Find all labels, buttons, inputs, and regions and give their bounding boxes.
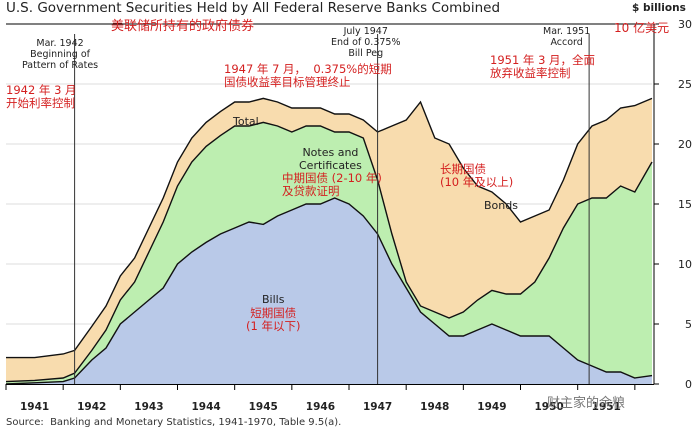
annotation-jul-1947-cn: 1947 年 7 月， 0.375%的短期 国债收益率目标管理终止 (224, 62, 392, 90)
x-tick-label-1947: 1947 (363, 401, 392, 413)
watermark: 财主家的余粮 (547, 396, 626, 411)
area-notes (6, 122, 652, 385)
label-bills-cn: 短期国债 (1 年以下) (246, 306, 301, 334)
label-total: Total (233, 115, 259, 128)
label-bonds: Bonds (484, 199, 518, 212)
y-tick-label-15: 15 (678, 198, 692, 211)
label-bills: Bills (262, 293, 285, 306)
boundary-bills (5, 197, 653, 385)
x-tick-label-1944: 1944 (191, 401, 220, 413)
boundary-total (6, 97, 653, 359)
source-note: Source: Banking and Monetary Statistics,… (6, 417, 342, 428)
y-tick-label-10: 10 (678, 258, 692, 271)
x-tick-label-1943: 1943 (134, 401, 163, 413)
y-tick-label-0: 0 (685, 378, 692, 391)
boundary-notes (5, 121, 653, 383)
event-lines (74, 34, 590, 384)
chart-title-cn: 美联储所持有的政府债券 (111, 19, 255, 34)
label-bonds-cn: 长期国债 (10 年及以上) (440, 162, 514, 190)
annotation-mar-1951: Mar. 1951 Accord (543, 26, 591, 48)
area-bills (6, 198, 652, 384)
x-tick-label-1951: 1951 (592, 401, 621, 413)
x-tick-label-1945: 1945 (249, 401, 278, 413)
x-tick-label-1942: 1942 (77, 401, 106, 413)
y-axis-unit-label: $ billions (632, 2, 686, 14)
y-axis-unit-label-cn: 10 亿美元 (614, 21, 670, 35)
annotation-mar-1951-cn: 1951 年 3 月，全面 放弃收益率控制 (490, 53, 596, 81)
axes: 0 5 10 15 20 25 30 1941 1942 1943 1944 1945 1946 1947… (5, 18, 692, 413)
y-tick-label-25: 25 (678, 78, 692, 91)
label-notes: Notes and Certificates (299, 146, 362, 172)
label-notes-cn: 中期国债 (2-10 年) 及贷款证明 (282, 171, 382, 199)
y-tick-label-5: 5 (685, 318, 692, 331)
annotation-jul-1947: July 1947 End of 0.375% Bill Peg (331, 26, 401, 59)
annotation-mar-1942: Mar. 1942 Beginning of Pattern of Rates (22, 38, 99, 71)
x-tick-label-1941: 1941 (20, 401, 49, 413)
y-tick-label-20: 20 (678, 138, 692, 151)
x-tick-label-1948: 1948 (420, 401, 449, 413)
y-tick-label-30: 30 (678, 18, 692, 31)
x-tick-label-1949: 1949 (477, 401, 506, 413)
x-tick-label-1950: 1950 (534, 401, 563, 413)
x-tick-label-1946: 1946 (306, 401, 335, 413)
stacked-areas (5, 97, 653, 385)
chart-title: U.S. Government Securities Held by All F… (6, 0, 501, 16)
area-bonds (6, 98, 652, 382)
annotation-mar-1942-cn: 1942 年 3 月 开始利率控制 (6, 83, 77, 111)
